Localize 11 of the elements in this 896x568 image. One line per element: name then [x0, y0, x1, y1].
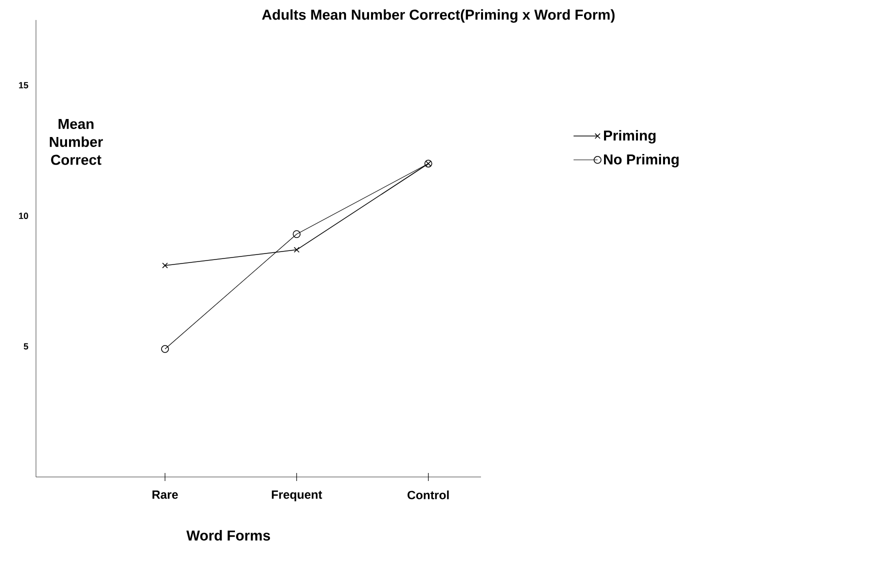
x-tick-label: Frequent: [272, 490, 322, 502]
x-tick-label: Rare: [152, 490, 178, 499]
legend-label: No Priming: [604, 154, 679, 168]
legend-label: Priming: [604, 130, 656, 144]
x-axis-title: Word Forms: [186, 530, 270, 541]
y-tick-label: 5: [24, 343, 28, 350]
chart-title: Adults Mean Number Correct(Priming x Word Form): [262, 9, 615, 23]
x-tick-label: Control: [408, 490, 449, 500]
y-axis-title: Mean Number Correct: [50, 119, 103, 165]
y-tick-label: 10: [19, 212, 28, 220]
y-tick-label: 15: [19, 82, 28, 88]
